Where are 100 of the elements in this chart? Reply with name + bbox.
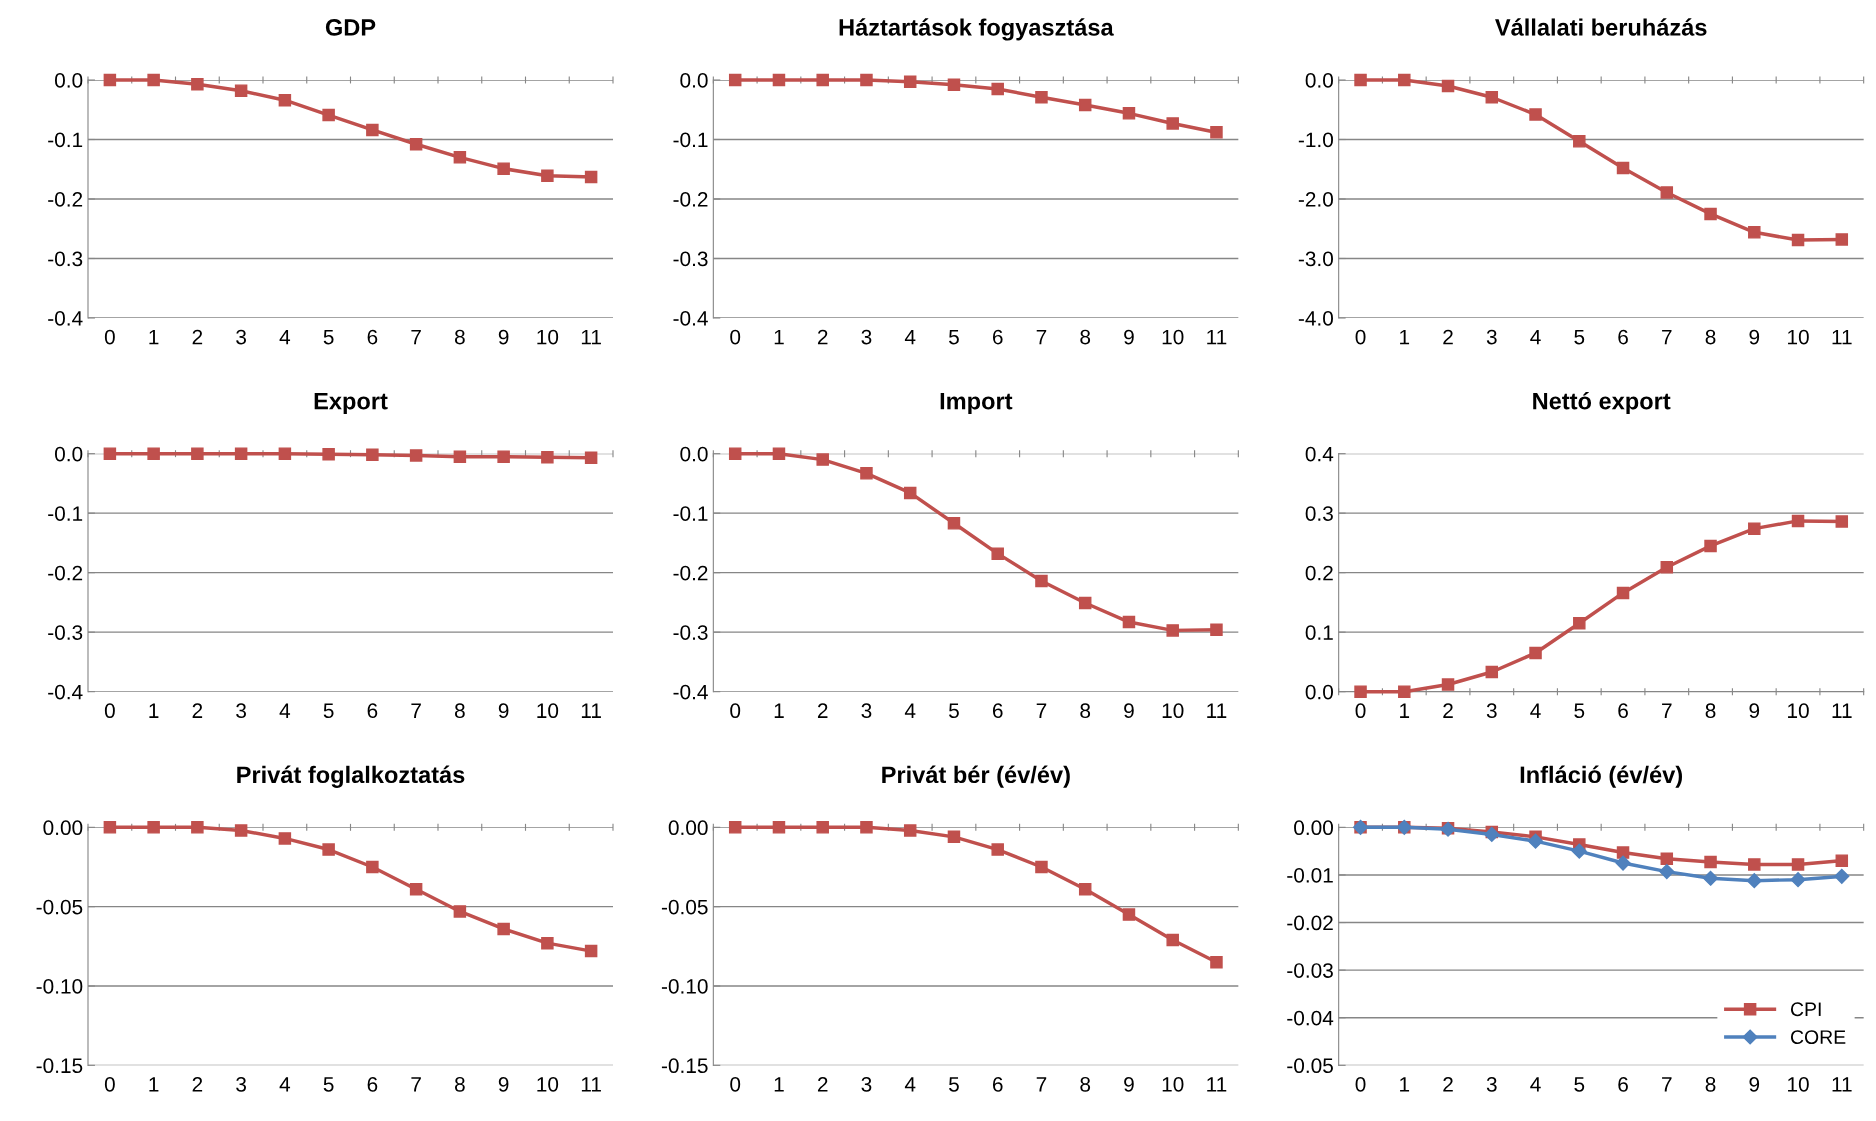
point <box>1529 108 1542 121</box>
chart-title: Vállalati beruházás <box>1495 18 1707 36</box>
y-tick-label: -0.05 <box>661 899 708 915</box>
point <box>728 447 742 460</box>
point <box>234 824 248 837</box>
y-tick-label: -3.0 <box>1298 251 1333 267</box>
point <box>728 73 742 87</box>
point <box>903 75 917 89</box>
chart-title: Nettó export <box>1533 391 1671 415</box>
x-tick-label: 9 <box>1749 1076 1760 1092</box>
x-tick-label: 0 <box>104 329 115 345</box>
x-tick-label: 5 <box>323 1077 334 1092</box>
x-tick-label: 6 <box>367 703 378 719</box>
chart-title: Privát foglalkoztatás <box>237 765 465 788</box>
point <box>1790 872 1806 888</box>
y-tick-label: -0.1 <box>673 132 708 148</box>
x-tick-label: 5 <box>949 703 959 719</box>
point <box>497 922 510 936</box>
y-tick-label: -1.0 <box>1298 132 1333 148</box>
y-tick-label: -0.10 <box>36 979 83 994</box>
y-tick-label: 0.1 <box>1305 625 1333 640</box>
point <box>1210 955 1223 969</box>
y-tick-label: -0.02 <box>1287 915 1333 931</box>
point <box>1441 678 1455 691</box>
point <box>409 882 423 896</box>
chart-title: Import <box>940 392 1013 415</box>
point <box>1035 860 1048 874</box>
x-tick-label: 8 <box>1080 329 1091 345</box>
point <box>1704 855 1717 869</box>
point <box>1441 79 1455 93</box>
point <box>1122 107 1136 120</box>
x-tick-label: 9 <box>1124 1076 1134 1092</box>
y-tick-label: 0.0 <box>680 446 708 462</box>
x-tick-label: 9 <box>498 703 509 719</box>
point <box>947 78 961 92</box>
chart-title: Export <box>314 392 388 415</box>
y-tick-label: -0.4 <box>48 684 83 700</box>
y-tick-label: 0.00 <box>1294 820 1333 836</box>
x-tick-label: 2 <box>1443 703 1453 718</box>
x-tick-label: 0 <box>1355 329 1366 345</box>
point <box>1210 623 1223 637</box>
x-tick-label: 5 <box>1574 1077 1585 1092</box>
x-tick-label: 10 <box>1162 1076 1184 1092</box>
y-tick-label: -0.1 <box>48 506 83 521</box>
y-tick-label: 0.00 <box>43 820 83 836</box>
chart-title: Infláció (év/év) <box>1520 765 1683 788</box>
point <box>1078 882 1092 896</box>
x-tick-label: 11 <box>1207 1077 1227 1092</box>
x-tick-label: 7 <box>1036 1077 1047 1092</box>
y-tick-label: 0.0 <box>680 73 708 88</box>
point <box>1791 514 1805 528</box>
x-tick-label: 8 <box>1080 703 1091 719</box>
x-tick-label: 11 <box>1207 329 1227 345</box>
y-tick-label: -0.2 <box>48 565 83 581</box>
point <box>816 73 829 87</box>
x-tick-label: 3 <box>1486 329 1497 345</box>
x-tick-label: 7 <box>1662 703 1672 718</box>
point <box>147 821 160 834</box>
x-tick-label: 1 <box>1400 329 1410 345</box>
x-tick-label: 1 <box>774 703 784 718</box>
chart-title: GDP <box>325 19 376 36</box>
x-tick-label: 10 <box>537 703 559 719</box>
x-tick-label: 8 <box>1705 1076 1716 1092</box>
point <box>1660 186 1674 199</box>
x-tick-label: 11 <box>581 703 601 718</box>
point <box>1573 616 1586 630</box>
y-tick-label: 0.4 <box>1305 446 1334 462</box>
point <box>1573 135 1586 148</box>
y-tick-label: -0.3 <box>673 251 708 267</box>
x-tick-label: 8 <box>1080 1076 1091 1092</box>
y-tick-label: -0.3 <box>48 625 83 640</box>
point <box>1166 117 1179 130</box>
x-tick-label: 9 <box>1124 703 1134 719</box>
point <box>1835 233 1849 246</box>
y-tick-label: -0.2 <box>673 565 708 581</box>
point <box>1122 908 1136 921</box>
x-tick-label: 2 <box>192 703 203 718</box>
point <box>1529 646 1542 660</box>
x-tick-label: 5 <box>1574 703 1585 719</box>
x-tick-label: 2 <box>817 1076 828 1092</box>
point <box>903 824 917 837</box>
point <box>1035 91 1048 104</box>
x-tick-label: 4 <box>1530 703 1541 718</box>
x-tick-label: 1 <box>1400 1077 1410 1092</box>
x-tick-label: 2 <box>192 1076 203 1092</box>
point <box>409 138 423 151</box>
y-tick-label: -0.05 <box>36 899 83 915</box>
point <box>191 77 204 91</box>
y-tick-label: 0.0 <box>1305 73 1333 88</box>
x-tick-label: 4 <box>1530 329 1541 345</box>
point <box>991 843 1004 856</box>
x-tick-label: 6 <box>1618 1076 1628 1092</box>
point <box>1527 833 1544 849</box>
point <box>1078 98 1092 112</box>
x-tick-label: 5 <box>323 703 334 719</box>
x-tick-label: 2 <box>192 329 203 345</box>
point <box>584 944 598 958</box>
x-tick-label: 3 <box>1486 703 1497 719</box>
x-tick-label: 6 <box>367 329 378 345</box>
x-tick-label: 3 <box>236 703 246 719</box>
